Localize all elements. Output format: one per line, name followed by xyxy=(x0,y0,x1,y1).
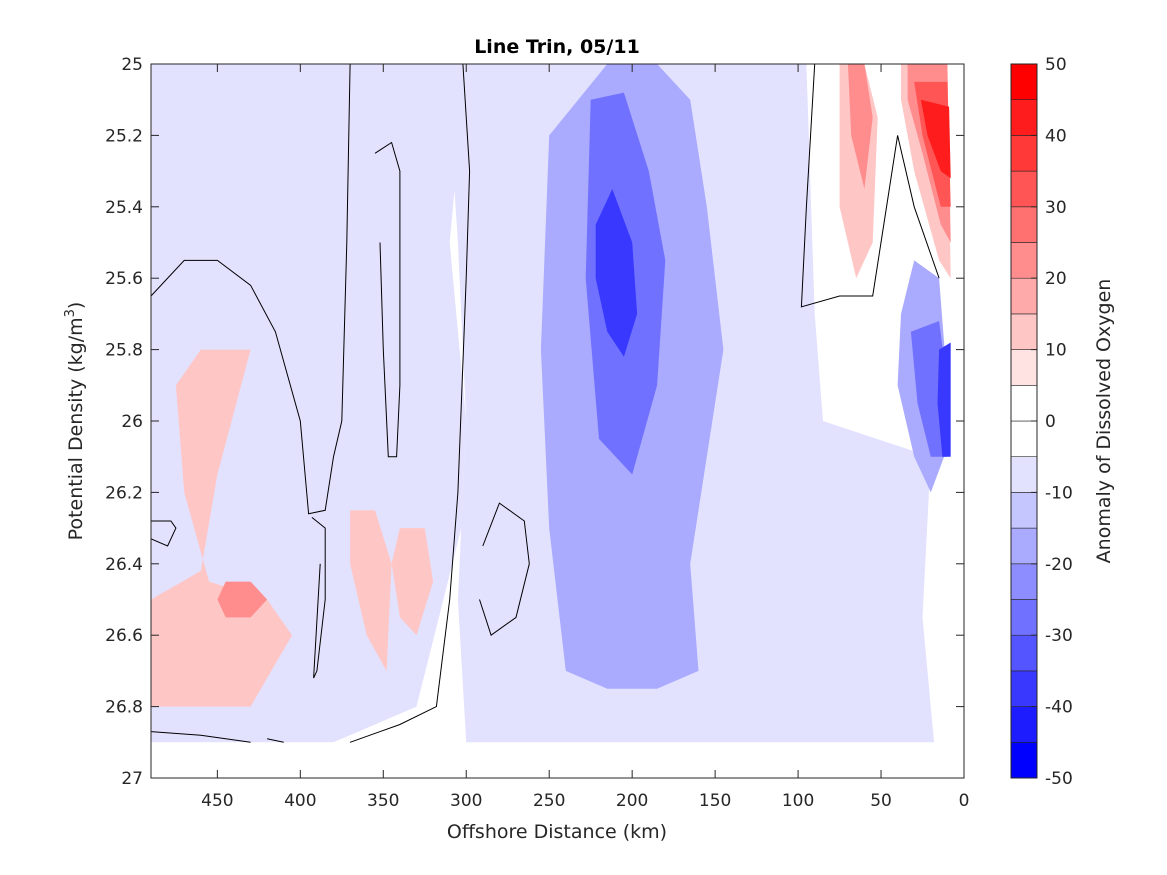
colorbar-tick-label-30: 30 xyxy=(1045,198,1067,218)
colorbar-swatch-3 xyxy=(1010,670,1038,707)
x-tick-label-250: 250 xyxy=(533,791,565,811)
colorbar-tick-label--50: -50 xyxy=(1045,769,1073,789)
colorbar-ticks: -50 -40 -30 -20 -10 0 10 20 30 40 50 xyxy=(1031,55,1073,789)
colorbar-swatch-5 xyxy=(1010,599,1038,636)
contour-line-5 xyxy=(349,64,471,743)
colorbar-swatch-19 xyxy=(1010,99,1038,136)
contour-line-9 xyxy=(266,738,284,743)
filled-region-8 xyxy=(937,342,951,457)
colorbar-swatch-18 xyxy=(1010,135,1038,172)
zero-contour-lines xyxy=(151,64,940,743)
colorbar-swatch-17 xyxy=(1010,170,1038,208)
colorbar-swatch-1 xyxy=(1010,741,1038,779)
colorbar-swatch-6 xyxy=(1010,563,1038,600)
contour-line-8 xyxy=(151,731,251,743)
contour-line-6 xyxy=(151,520,177,547)
filled-region-9 xyxy=(151,349,292,707)
y-axis-label: Potential Density (kg/m3) xyxy=(63,302,87,541)
x-tick-label-0: 0 xyxy=(959,791,970,811)
y-tick-label-26.2: 26.2 xyxy=(105,483,143,503)
y-axis-label-superscript: 3 xyxy=(63,309,78,317)
y-tick-label-25.8: 25.8 xyxy=(105,341,143,361)
colorbar-tick-label-20: 20 xyxy=(1045,269,1067,289)
y-axis-label-end: ) xyxy=(65,302,87,309)
x-tick-label-50: 50 xyxy=(870,791,892,811)
colorbar-label: Anomaly of Dissolved Oxygen xyxy=(1093,279,1115,564)
colorbar-swatch-13 xyxy=(1010,313,1038,350)
filled-region-12 xyxy=(217,581,268,618)
colorbar-swatch-14 xyxy=(1010,277,1038,315)
colorbar-swatch-16 xyxy=(1010,206,1038,243)
colorbar-swatch-2 xyxy=(1010,706,1038,743)
x-axis: 450 400 350 300 250 200 150 100 50 0 xyxy=(201,64,969,811)
filled-contours xyxy=(151,64,951,743)
y-tick-label-25: 25 xyxy=(121,55,143,75)
colorbar-swatch-15 xyxy=(1010,242,1038,279)
colorbar-swatch-8 xyxy=(1010,492,1038,529)
y-tick-label-26.4: 26.4 xyxy=(105,555,143,575)
colorbar-tick-label-0: 0 xyxy=(1045,412,1056,432)
filled-region-11 xyxy=(391,528,434,636)
filled-region-7 xyxy=(910,321,948,457)
colorbar-swatch-11 xyxy=(1010,384,1038,422)
x-tick-label-100: 100 xyxy=(782,791,814,811)
contour-line-2 xyxy=(374,141,401,458)
colorbar-tick-label--40: -40 xyxy=(1045,698,1073,718)
filled-region-14 xyxy=(847,64,873,189)
y-axis-label-main: Potential Density (kg/m xyxy=(65,317,87,540)
colorbar: -50 -40 -30 -20 -10 0 10 20 30 40 50 xyxy=(1010,55,1073,789)
colorbar-swatches xyxy=(1010,63,1038,779)
colorbar-swatch-20 xyxy=(1010,63,1038,101)
y-tick-label-25.2: 25.2 xyxy=(105,126,143,146)
x-tick-label-200: 200 xyxy=(616,791,648,811)
x-tick-label-150: 150 xyxy=(699,791,731,811)
x-tick-label-450: 450 xyxy=(201,791,233,811)
y-tick-label-26.8: 26.8 xyxy=(105,698,143,718)
y-axis: 25 25.2 25.4 25.6 25.8 26 26.2 26.4 26.6 26.8 27 xyxy=(105,55,964,789)
x-tick-label-400: 400 xyxy=(284,791,316,811)
contour-line-7 xyxy=(800,64,940,308)
colorbar-tick-label--20: -20 xyxy=(1045,555,1073,575)
x-tick-label-300: 300 xyxy=(450,791,482,811)
colorbar-swatch-4 xyxy=(1010,634,1038,672)
contour-line-4 xyxy=(479,502,530,637)
colorbar-swatch-12 xyxy=(1010,349,1038,386)
chart-title: Line Trin, 05/11 xyxy=(474,36,640,58)
colorbar-tick-label-40: 40 xyxy=(1045,126,1067,146)
colorbar-tick-label--10: -10 xyxy=(1045,483,1073,503)
colorbar-swatch-9 xyxy=(1010,456,1038,493)
plot-area: 450 400 350 300 250 200 150 100 50 0 2525.225.425… xyxy=(105,55,969,811)
colorbar-tick-label--30: -30 xyxy=(1045,626,1073,646)
filled-region-5 xyxy=(595,189,638,357)
y-tick-label-26: 26 xyxy=(121,412,143,432)
x-tick-label-350: 350 xyxy=(367,791,399,811)
colorbar-tick-label-10: 10 xyxy=(1045,341,1067,361)
colorbar-swatch-7 xyxy=(1010,527,1038,565)
y-tick-label-25.4: 25.4 xyxy=(105,198,143,218)
y-tick-label-25.6: 25.6 xyxy=(105,269,143,289)
filled-region-18 xyxy=(920,99,951,179)
x-axis-label: Offshore Distance (km) xyxy=(447,821,667,843)
filled-region-10 xyxy=(350,510,392,671)
y-tick-label-27: 27 xyxy=(121,769,143,789)
y-tick-label-26.6: 26.6 xyxy=(105,626,143,646)
contour-line-3 xyxy=(311,517,326,679)
colorbar-swatch-10 xyxy=(1010,420,1038,458)
contour-line-1 xyxy=(151,64,351,515)
colorbar-tick-label-50: 50 xyxy=(1045,55,1067,75)
